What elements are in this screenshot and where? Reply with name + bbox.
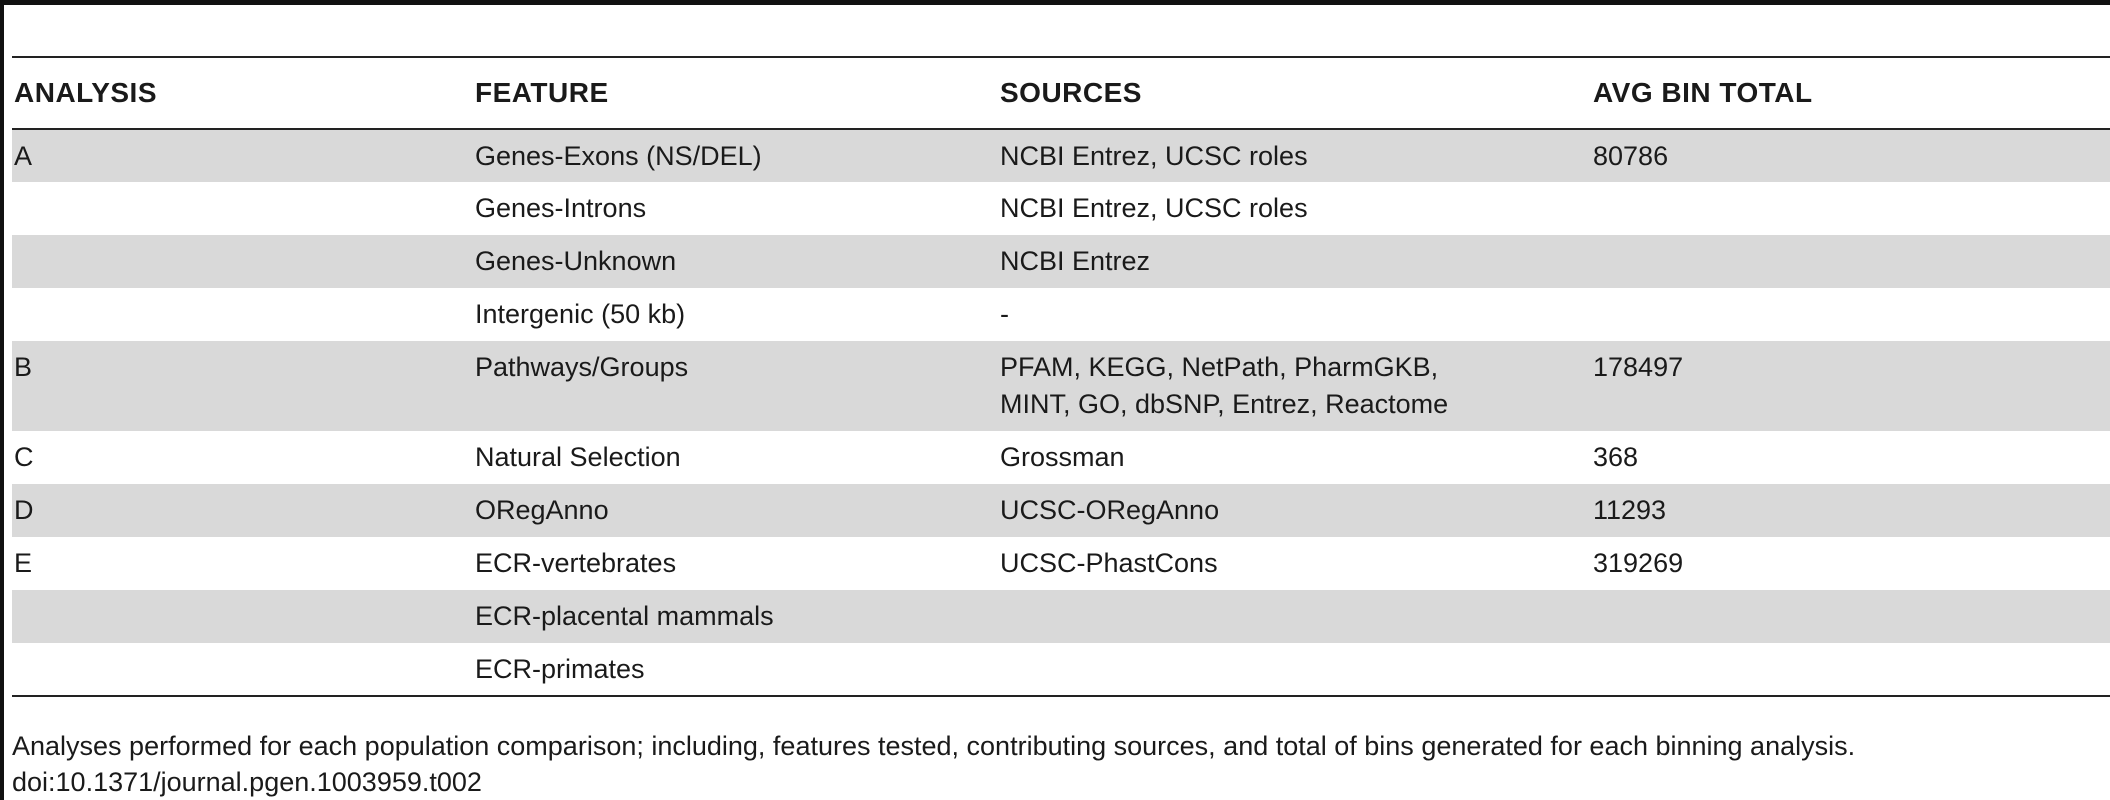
cell-feature: Natural Selection [475, 442, 681, 472]
table-row: Intergenic (50 kb) - [12, 288, 2110, 341]
cell-analysis [12, 643, 473, 696]
cell-analysis: D [14, 495, 34, 525]
cell-sources: NCBI Entrez, UCSC roles [1000, 141, 1308, 171]
cell-sources: NCBI Entrez [1000, 246, 1151, 276]
cell-analysis [12, 182, 473, 235]
cell-feature: Genes-Introns [475, 193, 647, 223]
column-header-sources: SOURCES [1000, 77, 1142, 108]
cell-avg-bin-total: 178497 [1593, 352, 1684, 382]
table-row: B Pathways/Groups PFAM, KEGG, NetPath, P… [12, 341, 2110, 431]
cell-avg-bin-total: 319269 [1593, 548, 1684, 578]
cell-feature: Pathways/Groups [475, 352, 689, 382]
cell-feature: ORegAnno [475, 495, 609, 525]
cell-sources: UCSC-ORegAnno [1000, 495, 1220, 525]
top-border-rule [0, 0, 2110, 5]
table-row: Genes-Introns NCBI Entrez, UCSC roles [12, 182, 2110, 235]
column-header-feature: FEATURE [475, 77, 609, 108]
cell-feature: Intergenic (50 kb) [475, 299, 686, 329]
binning-analysis-table: ANALYSIS FEATURE SOURCES AVG BIN TOTAL A… [12, 56, 2110, 697]
table-row: ECR-primates [12, 643, 2110, 696]
table-header-row: ANALYSIS FEATURE SOURCES AVG BIN TOTAL [12, 57, 2110, 129]
column-header-analysis: ANALYSIS [14, 77, 158, 108]
column-header-avg-bin-total: AVG BIN TOTAL [1593, 77, 1813, 108]
cell-avg-bin-total [1591, 182, 2110, 235]
cell-sources: - [1000, 299, 1009, 329]
cell-feature: Genes-Exons (NS/DEL) [475, 141, 762, 171]
cell-avg-bin-total: 368 [1593, 442, 1639, 472]
cell-avg-bin-total [1591, 643, 2110, 696]
table-row: ECR-placental mammals [12, 590, 2110, 643]
cell-analysis: E [14, 548, 33, 578]
table-row: C Natural Selection Grossman 368 [12, 431, 2110, 484]
caption-text: Analyses performed for each population c… [12, 731, 1856, 761]
cell-sources [998, 590, 1591, 643]
cell-analysis: B [14, 352, 33, 382]
cell-analysis [12, 590, 473, 643]
sources-line-2: MINT, GO, dbSNP, Entrez, Reactome [1000, 389, 1449, 419]
cell-avg-bin-total [1591, 590, 2110, 643]
cell-feature: Genes-Unknown [475, 246, 677, 276]
cell-sources: UCSC-PhastCons [1000, 548, 1218, 578]
table-row: Genes-Unknown NCBI Entrez [12, 235, 2110, 288]
sources-line-1: PFAM, KEGG, NetPath, PharmGKB, [1000, 352, 1439, 382]
cell-analysis [12, 288, 473, 341]
cell-sources [998, 643, 1591, 696]
cell-avg-bin-total: 11293 [1593, 495, 1667, 525]
table-row: E ECR-vertebrates UCSC-PhastCons 319269 [12, 537, 2110, 590]
cell-sources: Grossman [1000, 442, 1125, 472]
cell-feature: ECR-vertebrates [475, 548, 677, 578]
cell-analysis [12, 235, 473, 288]
cell-feature: ECR-placental mammals [475, 601, 774, 631]
table-caption: Analyses performed for each population c… [12, 728, 2102, 800]
left-border-rule [0, 0, 4, 800]
cell-analysis: C [14, 442, 34, 472]
cell-avg-bin-total [1591, 288, 2110, 341]
cell-analysis: A [14, 141, 33, 171]
cell-avg-bin-total: 80786 [1593, 141, 1669, 171]
cell-feature: ECR-primates [475, 654, 645, 684]
table-row: A Genes-Exons (NS/DEL) NCBI Entrez, UCSC… [12, 129, 2110, 182]
data-table: ANALYSIS FEATURE SOURCES AVG BIN TOTAL A… [12, 56, 2110, 697]
cell-avg-bin-total [1591, 235, 2110, 288]
table-row: D ORegAnno UCSC-ORegAnno 11293 [12, 484, 2110, 537]
cell-sources: PFAM, KEGG, NetPath, PharmGKB, MINT, GO,… [998, 341, 1591, 431]
cell-sources: NCBI Entrez, UCSC roles [1000, 193, 1308, 223]
caption-doi: doi:10.1371/journal.pgen.1003959.t002 [12, 767, 482, 797]
